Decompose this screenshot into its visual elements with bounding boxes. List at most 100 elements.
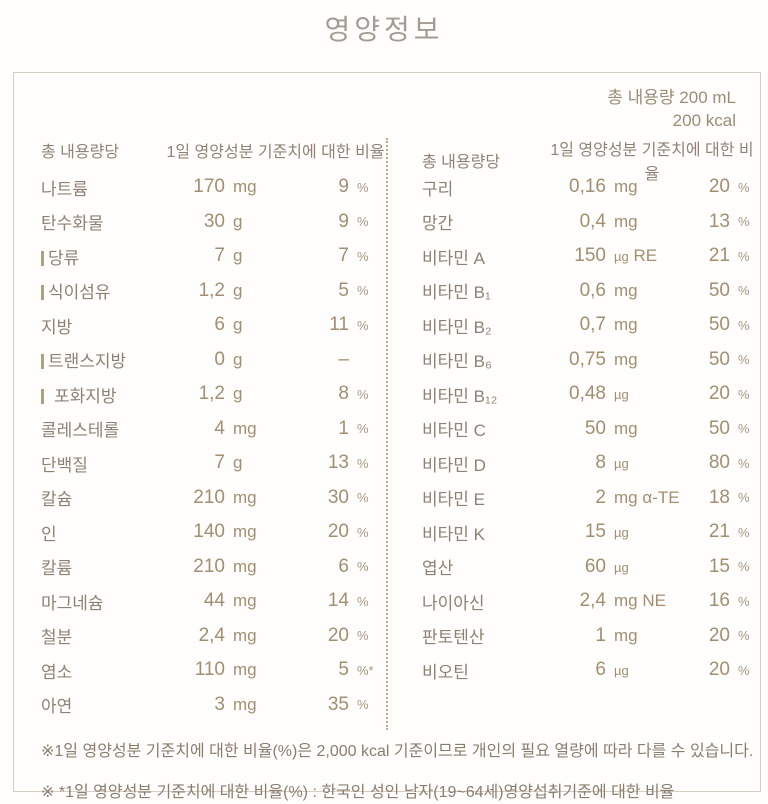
- nutrient-daily-value-sign: %: [738, 283, 750, 299]
- table-row: 단백질 7 g 13%: [41, 446, 386, 481]
- nutrient-daily-value: 20: [327, 624, 349, 646]
- nutrient-name: 탄수화물: [41, 214, 104, 234]
- nutrient-unit: mg: [231, 488, 293, 508]
- nutrient-amount: 0,75: [569, 348, 606, 370]
- footnote-daily-value: ※1일 영양성분 기준치에 대한 비율(%)은 2,000 kcal 기준이므로…: [41, 743, 754, 760]
- nutrient-unit: mg: [231, 660, 293, 680]
- footnote-chloride-reference: ※ *1일 영양성분 기준치에 대한 비율(%) : 한국인 성인 남자(19~…: [41, 784, 675, 801]
- nutrient-daily-value-sign: %: [357, 455, 369, 471]
- nutrient-unit: mg α-TE: [612, 488, 680, 508]
- nutrient-daily-value: 11: [329, 314, 349, 336]
- nutrient-daily-value: 21: [708, 521, 730, 543]
- nutrient-name: 아연: [41, 697, 73, 717]
- nutrient-unit: mg: [231, 626, 293, 646]
- nutrient-unit: mg: [612, 315, 674, 335]
- nutrient-daily-value-sign: %: [357, 386, 369, 402]
- nutrient-daily-value: 6: [338, 555, 349, 577]
- table-row: 비타민 E 2 mg α-TE 18%: [422, 481, 758, 516]
- nutrient-daily-value: 30: [327, 486, 349, 508]
- table-header: 총 내용량당 1일 영양성분 기준치에 대한 비율: [422, 136, 758, 183]
- table-row: 비타민 B₆ 0,75 mg 50%: [422, 343, 758, 378]
- table-row: 비타민 C 50 mg 50%: [422, 412, 758, 447]
- column-divider: [386, 138, 388, 730]
- nutrient-amount: 0,16: [569, 176, 606, 198]
- table-row: 트랜스지방 0 g –: [41, 343, 386, 378]
- nutrient-daily-value-sign: %: [738, 490, 750, 506]
- sub-item-bar: [41, 388, 44, 404]
- unit-part: g: [233, 211, 243, 231]
- nutrient-daily-value: 20: [327, 521, 349, 543]
- unit-part: mg: [233, 694, 257, 714]
- table-row: 아연 3 mg 35%: [41, 688, 386, 723]
- nutrient-amount: 2,4: [198, 624, 225, 646]
- unit-part: RE: [628, 246, 658, 266]
- unit-part: mg: [233, 418, 257, 438]
- table-row: 비타민 B₁₂ 0,48 µg 20%: [422, 377, 758, 412]
- table-header: 총 내용량당 1일 영양성분 기준치에 대한 비율: [41, 136, 386, 164]
- nutrient-daily-value-sign: %: [357, 559, 369, 575]
- unit-part: mg: [614, 211, 638, 231]
- nutrient-unit: mg: [231, 177, 293, 197]
- nutrient-daily-value-sign: %: [738, 352, 750, 368]
- nutrient-daily-value: 14: [327, 590, 349, 612]
- nutrient-daily-value-sign: %: [357, 628, 369, 644]
- table-row: 나이아신 2,4 mg NE 16%: [422, 584, 758, 619]
- nutrient-amount: 7: [214, 245, 225, 267]
- table-row: 비타민 A 150 µg RE 21%: [422, 239, 758, 274]
- nutrient-unit: mg: [231, 557, 293, 577]
- header-amount-label: 총 내용량당: [41, 144, 120, 161]
- nutrient-amount: 0,6: [579, 279, 606, 301]
- nutrient-daily-value: 21: [708, 245, 730, 267]
- nutrient-daily-value: 7: [338, 245, 349, 267]
- table-row: 비타민 B₁ 0,6 mg 50%: [422, 274, 758, 309]
- table-row: 마그네슘 44 mg 14%: [41, 584, 386, 619]
- nutrition-facts-panel: 총 내용량 200 mL 200 kcal 총 내용량당 1일 영양성분 기준치에…: [13, 72, 761, 801]
- nutrient-name: 비타민 B₂: [422, 317, 492, 337]
- unit-part: mg: [614, 280, 638, 300]
- nutrient-daily-value-sign: %: [357, 421, 369, 437]
- nutrient-name: 비타민 B₁₂: [422, 386, 498, 406]
- unit-part: mg: [233, 591, 257, 611]
- nutrient-name: 비타민 C: [422, 421, 486, 441]
- nutrient-daily-value: 80: [708, 452, 730, 474]
- nutrient-amount: 3: [214, 693, 225, 715]
- nutrient-name: 엽산: [422, 559, 454, 579]
- nutrient-name: 마그네슘: [41, 593, 104, 613]
- nutrient-unit: g: [231, 246, 293, 266]
- nutrient-daily-value-sign: %*: [357, 662, 374, 678]
- table-row: 당류 7 g 7%: [41, 239, 386, 274]
- nutrient-daily-value-sign: %: [738, 248, 750, 264]
- header-daily-value-label: 1일 영양성분 기준치에 대한 비율: [166, 144, 385, 161]
- nutrient-daily-value-sign: %: [738, 386, 750, 402]
- nutrient-amount: 210: [193, 486, 225, 508]
- nutrient-amount: 50: [584, 417, 606, 439]
- footnotes: ※1일 영양성분 기준치에 대한 비율(%)은 2,000 kcal 기준이므로…: [14, 730, 760, 803]
- nutrient-daily-value-sign: %: [738, 317, 750, 333]
- nutrient-daily-value-sign: %: [738, 455, 750, 471]
- nutrient-unit: mg: [612, 350, 674, 370]
- nutrient-amount: 150: [574, 245, 606, 267]
- nutrient-unit: g: [231, 384, 293, 404]
- nutrient-amount: 0,4: [579, 210, 606, 232]
- nutrient-unit: mg: [612, 177, 674, 197]
- unit-part: mg: [233, 556, 257, 576]
- nutrient-columns: 총 내용량당 1일 영양성분 기준치에 대한 비율 나트륨 170 mg 9% 탄수화물 30…: [14, 136, 760, 730]
- nutrient-daily-value-sign: %: [738, 559, 750, 575]
- table-row: 식이섬유 1,2 g 5%: [41, 274, 386, 309]
- nutrient-unit: µg: [612, 453, 674, 473]
- page-title: 영양정보: [324, 14, 444, 45]
- nutrient-unit: µg: [612, 384, 674, 404]
- nutrient-daily-value: 1: [338, 417, 349, 439]
- nutrient-daily-value: 15: [708, 555, 730, 577]
- table-row: 포화지방 1,2 g 8%: [41, 377, 386, 412]
- nutrient-daily-value-sign: %: [738, 628, 750, 644]
- nutrient-name: 비타민 K: [422, 524, 485, 544]
- unit-part: µg: [614, 387, 629, 403]
- nutrient-name: 식이섬유: [41, 278, 165, 303]
- header-amount-label: 총 내용량당: [422, 154, 501, 171]
- unit-part: g: [233, 349, 243, 369]
- nutrient-name: 콜레스테롤: [41, 421, 120, 441]
- nutrient-amount: 15: [584, 521, 606, 543]
- table-row: 구리 0,16 mg 20%: [422, 170, 758, 205]
- nutrient-name: 트랜스지방: [41, 347, 165, 372]
